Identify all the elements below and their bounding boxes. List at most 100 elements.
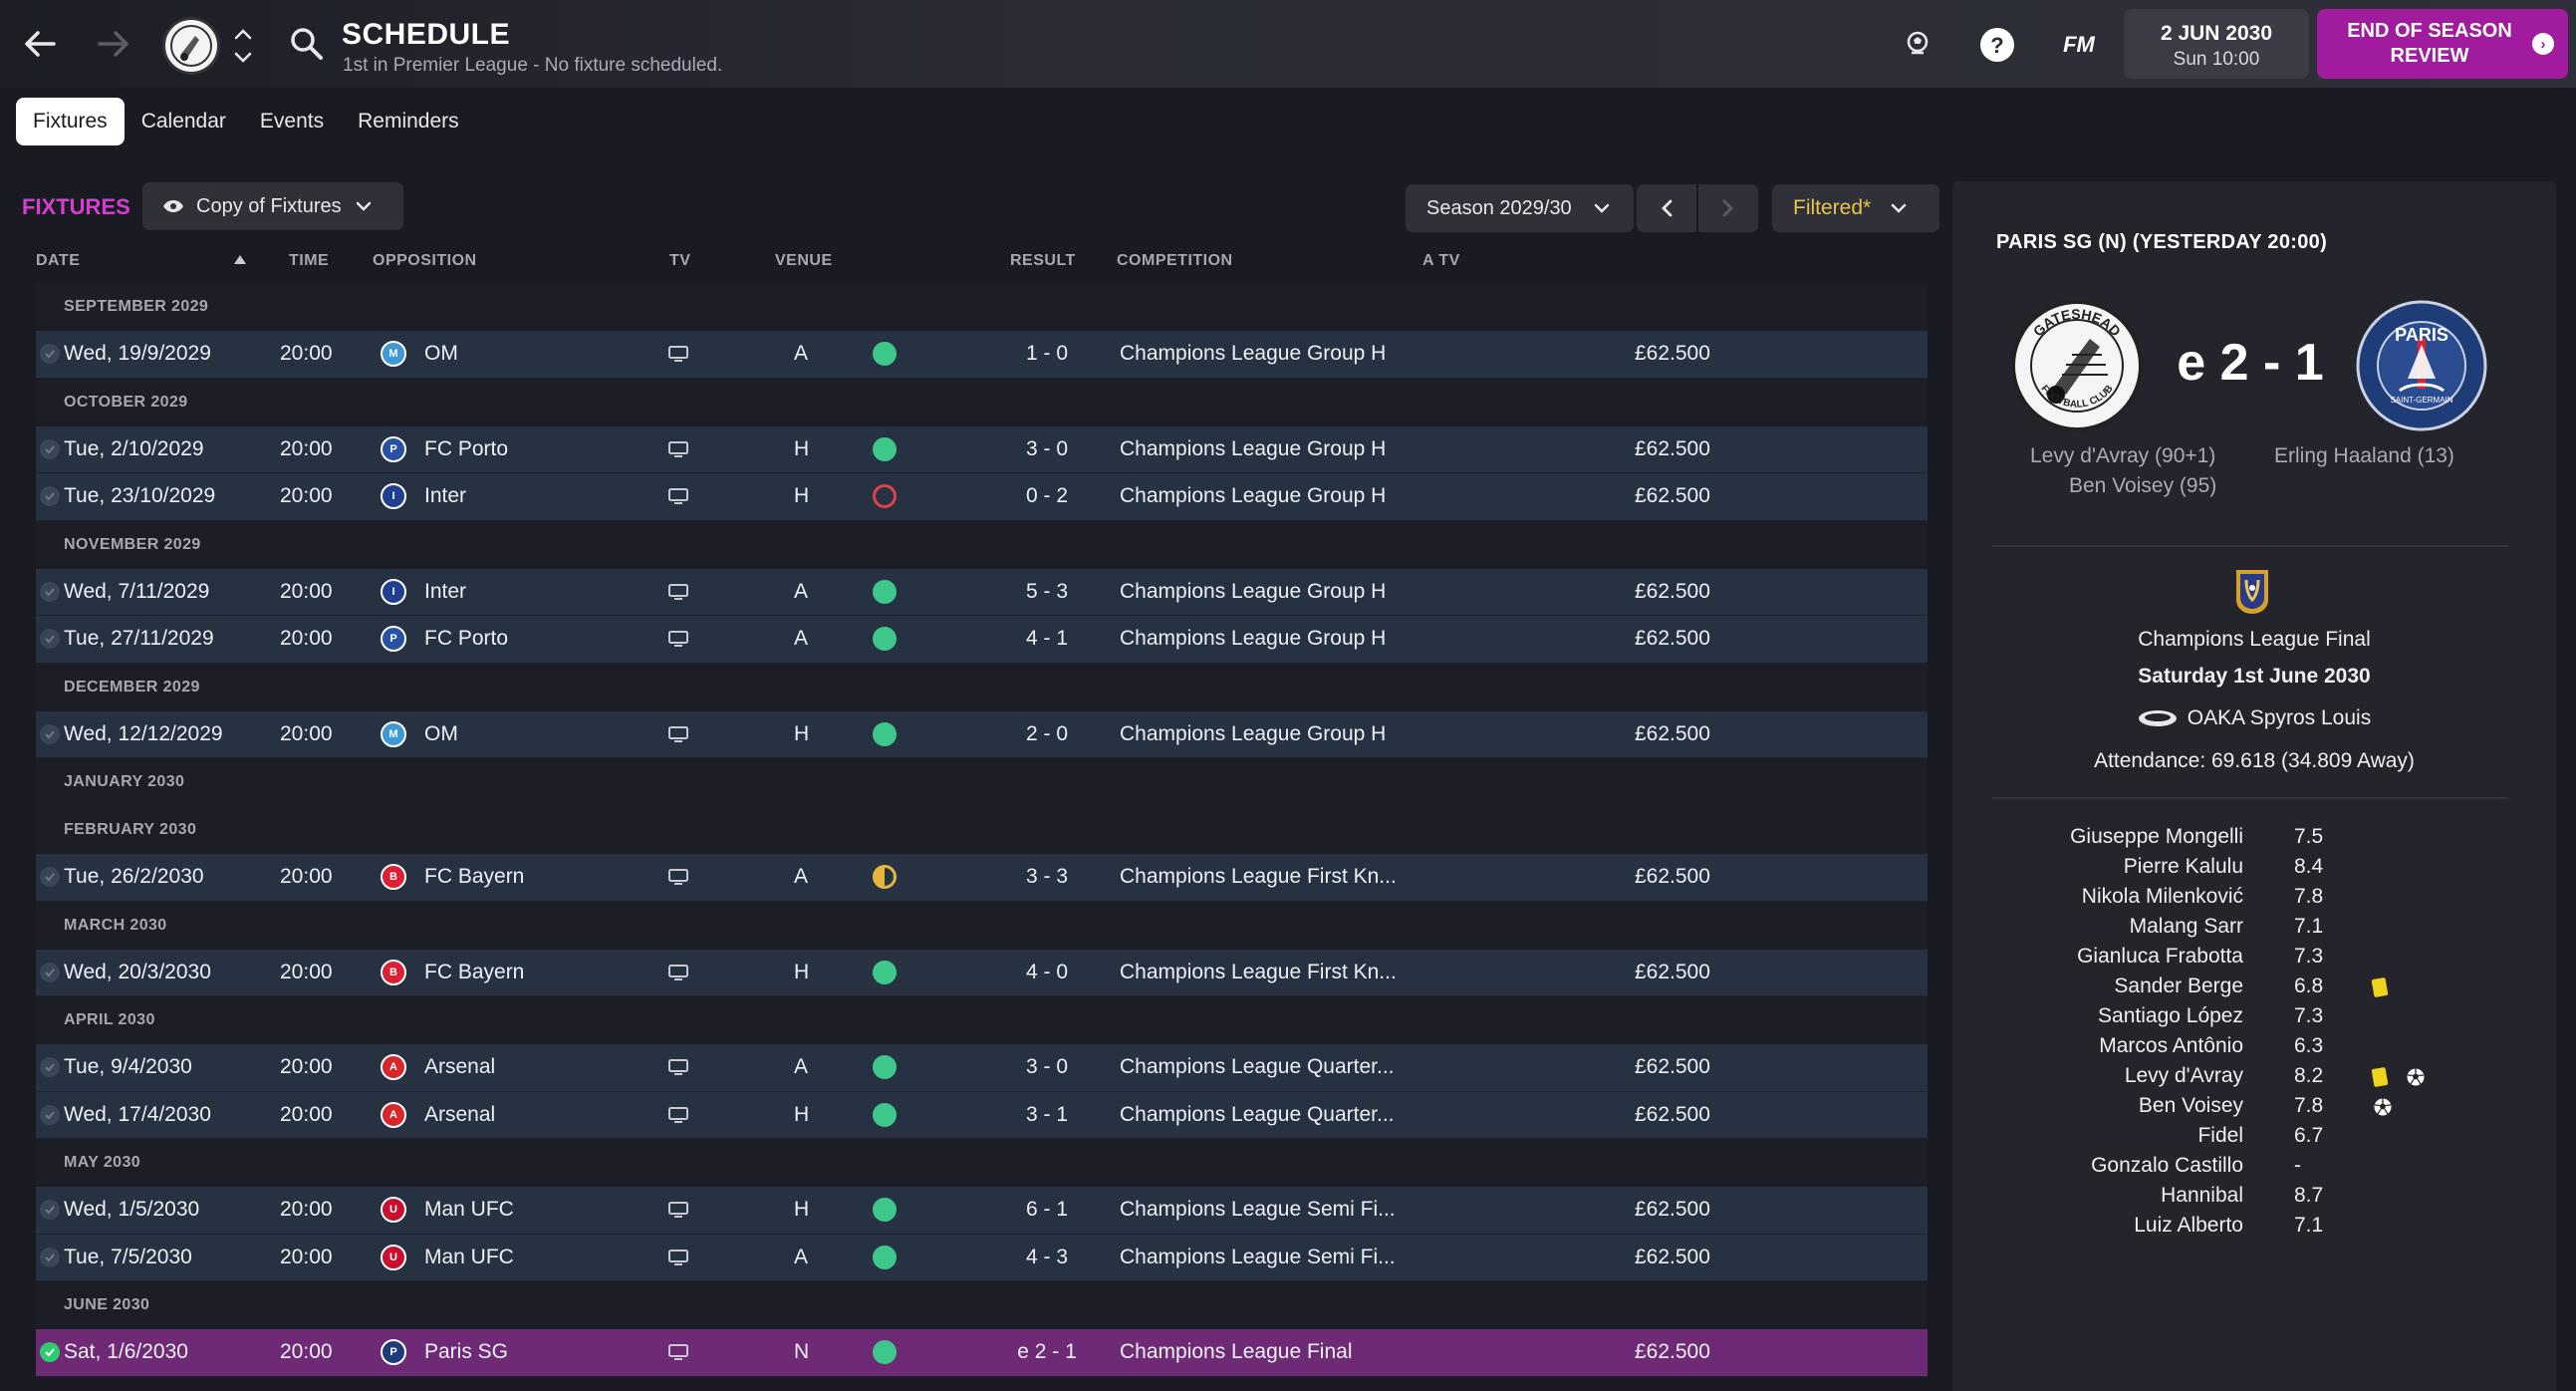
- back-button[interactable]: [10, 14, 70, 74]
- player-name[interactable]: Giuseppe Mongelli: [2070, 825, 2243, 848]
- stadium[interactable]: OAKA Spyros Louis: [1952, 706, 2556, 730]
- fixture-result[interactable]: 1 - 0: [1025, 342, 1069, 366]
- fixture-result[interactable]: 4 - 1: [1025, 627, 1069, 651]
- fixture-result[interactable]: e 2 - 1: [1017, 1340, 1077, 1364]
- fixture-result[interactable]: 6 - 1: [1025, 1198, 1069, 1222]
- fixture-opposition[interactable]: Paris SG: [424, 1340, 509, 1364]
- col-header-competition[interactable]: COMPETITION: [1117, 252, 1233, 269]
- player-rating-row[interactable]: Gonzalo Castillo -: [1952, 1150, 2556, 1180]
- fixture-result[interactable]: 3 - 1: [1025, 1102, 1069, 1126]
- player-name[interactable]: Gianluca Frabotta: [2077, 945, 2243, 968]
- fixture-result[interactable]: 3 - 0: [1025, 436, 1069, 460]
- player-name[interactable]: Marcos Antônio: [2099, 1034, 2243, 1057]
- fixture-competition[interactable]: Champions League Group H: [1120, 436, 1387, 460]
- fixture-row[interactable]: Sat, 1/6/2030 20:00 P Paris SG N e 2 - 1…: [36, 1329, 1928, 1377]
- player-rating-row[interactable]: Pierre Kalulu 8.4: [1952, 851, 2556, 881]
- fixture-row[interactable]: Tue, 23/10/2029 20:00 I Inter H 0 - 2 Ch…: [36, 473, 1928, 521]
- fixture-competition[interactable]: Champions League Final: [1120, 1340, 1353, 1364]
- player-rating-row[interactable]: Levy d'Avray 8.2: [1952, 1060, 2556, 1090]
- fixture-row[interactable]: Tue, 2/10/2029 20:00 P FC Porto H 3 - 0 …: [36, 425, 1928, 473]
- col-header-time[interactable]: TIME: [289, 252, 330, 269]
- fm-button[interactable]: FM: [2063, 32, 2095, 57]
- fixture-opposition[interactable]: OM: [424, 342, 458, 366]
- season-dropdown[interactable]: Season 2029/30: [1406, 184, 1634, 232]
- fixture-row[interactable]: Wed, 12/12/2029 20:00 M OM H 2 - 0 Champ…: [36, 710, 1928, 758]
- col-header-tv[interactable]: TV: [669, 252, 691, 269]
- fixture-row[interactable]: Wed, 17/4/2030 20:00 A Arsenal H 3 - 1 C…: [36, 1091, 1928, 1139]
- fixture-competition[interactable]: Champions League Semi Fi...: [1120, 1245, 1396, 1268]
- fixture-competition[interactable]: Champions League Group H: [1120, 579, 1387, 603]
- fixture-competition[interactable]: Champions League Quarter...: [1120, 1102, 1395, 1126]
- player-name[interactable]: Santiago López: [2098, 1004, 2243, 1027]
- col-header-atv[interactable]: A TV: [1422, 252, 1460, 269]
- fixture-row[interactable]: Wed, 1/5/2030 20:00 U Man UFC H 6 - 1 Ch…: [36, 1187, 1928, 1235]
- col-header-opposition[interactable]: OPPOSITION: [373, 252, 477, 269]
- player-rating-row[interactable]: Santiago López 7.3: [1952, 1000, 2556, 1030]
- fixture-row[interactable]: Tue, 27/11/2029 20:00 P FC Porto A 4 - 1…: [36, 616, 1928, 664]
- fixture-competition[interactable]: Champions League First Kn...: [1120, 865, 1397, 889]
- fixture-opposition[interactable]: Inter: [424, 484, 467, 508]
- fixture-competition[interactable]: Champions League Group H: [1120, 342, 1387, 366]
- date-display[interactable]: 2 JUN 2030 Sun 10:00: [2124, 9, 2309, 79]
- player-rating-row[interactable]: Fidel 6.7: [1952, 1120, 2556, 1150]
- fixture-opposition[interactable]: FC Bayern: [424, 960, 525, 983]
- fixture-opposition[interactable]: Arsenal: [424, 1055, 496, 1079]
- col-header-venue[interactable]: VENUE: [775, 252, 833, 269]
- fixture-opposition[interactable]: Man UFC: [424, 1198, 514, 1222]
- tab-reminders[interactable]: Reminders: [358, 110, 459, 133]
- filter-dropdown[interactable]: Filtered*: [1772, 184, 1939, 232]
- player-name[interactable]: Fidel: [2197, 1124, 2243, 1147]
- col-header-result[interactable]: RESULT: [1010, 252, 1076, 269]
- next-season-button[interactable]: [1698, 184, 1758, 232]
- fixture-competition[interactable]: Champions League Quarter...: [1120, 1055, 1395, 1079]
- match-title[interactable]: PARIS SG (N) (YESTERDAY 20:00): [1996, 231, 2328, 253]
- fixture-row[interactable]: Tue, 9/4/2030 20:00 A Arsenal A 3 - 0 Ch…: [36, 1044, 1928, 1092]
- fixture-competition[interactable]: Champions League First Kn...: [1120, 960, 1397, 983]
- player-rating-row[interactable]: Malang Sarr 7.1: [1952, 911, 2556, 941]
- fixture-result[interactable]: 4 - 0: [1025, 960, 1069, 983]
- fixture-row[interactable]: Tue, 26/2/2030 20:00 B FC Bayern A 3 - 3…: [36, 854, 1928, 902]
- fixture-row[interactable]: Tue, 7/5/2030 20:00 U Man UFC A 4 - 3 Ch…: [36, 1234, 1928, 1281]
- player-name[interactable]: Malang Sarr: [2129, 915, 2243, 938]
- player-rating-row[interactable]: Marcos Antônio 6.3: [1952, 1030, 2556, 1060]
- fixture-opposition[interactable]: FC Porto: [424, 436, 509, 460]
- player-rating-row[interactable]: Nikola Milenković 7.8: [1952, 881, 2556, 911]
- fixture-result[interactable]: 2 - 0: [1025, 721, 1069, 745]
- tab-fixtures[interactable]: Fixtures: [16, 98, 125, 145]
- tab-calendar[interactable]: Calendar: [140, 110, 226, 133]
- end-of-season-review-button[interactable]: END OF SEASON REVIEW ›: [2317, 9, 2568, 79]
- fixture-opposition[interactable]: Inter: [424, 579, 467, 603]
- club-crest[interactable]: [162, 17, 220, 75]
- fixture-opposition[interactable]: Arsenal: [424, 1102, 496, 1126]
- previous-season-button[interactable]: [1637, 184, 1696, 232]
- col-header-date[interactable]: DATE: [36, 252, 81, 269]
- player-rating-row[interactable]: Luiz Alberto 7.1: [1952, 1210, 2556, 1240]
- fixture-opposition[interactable]: OM: [424, 721, 458, 745]
- fixture-competition[interactable]: Champions League Group H: [1120, 627, 1387, 651]
- player-name[interactable]: Luiz Alberto: [2134, 1214, 2243, 1237]
- fixture-competition[interactable]: Champions League Semi Fi...: [1120, 1198, 1396, 1222]
- club-switch-icon[interactable]: [231, 22, 255, 70]
- fixture-row[interactable]: Wed, 7/11/2029 20:00 I Inter A 5 - 3 Cha…: [36, 568, 1928, 616]
- competition-name[interactable]: Champions League Final: [2138, 628, 2371, 651]
- player-name[interactable]: Nikola Milenković: [2081, 885, 2243, 908]
- fixture-opposition[interactable]: FC Porto: [424, 627, 509, 651]
- player-name[interactable]: Levy d'Avray: [2124, 1064, 2243, 1087]
- player-rating-row[interactable]: Ben Voisey 7.8: [1952, 1090, 2556, 1120]
- trophy-button[interactable]: [1897, 24, 1938, 66]
- help-button[interactable]: ?: [1976, 24, 2018, 66]
- player-name[interactable]: Pierre Kalulu: [2123, 855, 2243, 878]
- fixture-result[interactable]: 4 - 3: [1025, 1245, 1069, 1268]
- player-rating-row[interactable]: Sander Berge 6.8: [1952, 971, 2556, 1000]
- player-rating-row[interactable]: Gianluca Frabotta 7.3: [1952, 941, 2556, 971]
- fixture-result[interactable]: 0 - 2: [1025, 484, 1069, 508]
- tab-events[interactable]: Events: [259, 110, 325, 133]
- player-name[interactable]: Ben Voisey: [2138, 1094, 2243, 1117]
- gateshead-crest-icon[interactable]: GATESHEAD FOOTBALL CLUB: [2010, 299, 2144, 432]
- fixture-opposition[interactable]: Man UFC: [424, 1245, 514, 1268]
- fixture-result[interactable]: 5 - 3: [1025, 579, 1069, 603]
- fixture-opposition[interactable]: FC Bayern: [424, 865, 525, 889]
- player-name[interactable]: Gonzalo Castillo: [2091, 1154, 2243, 1177]
- fixture-row[interactable]: Wed, 19/9/2029 20:00 M OM A 1 - 0 Champi…: [36, 331, 1928, 379]
- fixture-result[interactable]: 3 - 0: [1025, 1055, 1069, 1079]
